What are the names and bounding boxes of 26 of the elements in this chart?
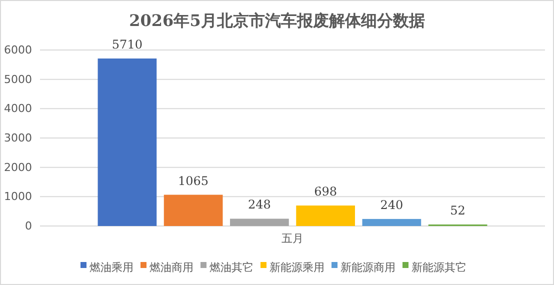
y-tick-label: 2000 <box>4 160 32 174</box>
data-label: 5710 <box>112 38 142 52</box>
legend-label: 新能源其它 <box>412 261 466 274</box>
data-label: 1065 <box>178 174 209 188</box>
y-tick-label: 3000 <box>4 132 32 145</box>
data-label: 52 <box>450 203 466 218</box>
bar <box>164 194 223 226</box>
legend-label: 燃油商用 <box>150 261 194 274</box>
bar <box>98 58 157 226</box>
bar <box>296 206 355 226</box>
y-tick-label: 0 <box>25 220 32 233</box>
x-tick-label: 五月 <box>282 232 304 245</box>
legend-label: 新能源乘用 <box>270 261 324 274</box>
y-tick-label: 6000 <box>4 44 32 57</box>
legend-label: 新能源商用 <box>340 261 396 274</box>
bar <box>362 218 422 226</box>
y-tick-label: 1000 <box>4 190 32 204</box>
data-label: 698 <box>314 184 338 199</box>
y-tick-label: 4000 <box>4 102 32 116</box>
data-label: 240 <box>380 198 404 212</box>
legend-label: 燃油其它 <box>210 261 254 274</box>
y-tick-label: 5000 <box>4 72 32 86</box>
legend-label: 燃油乘用 <box>90 261 134 274</box>
chart-title: 2026年5月北京市汽车报废解体细分数据 <box>129 11 425 30</box>
data-label: 248 <box>248 198 271 212</box>
bar <box>230 218 289 226</box>
